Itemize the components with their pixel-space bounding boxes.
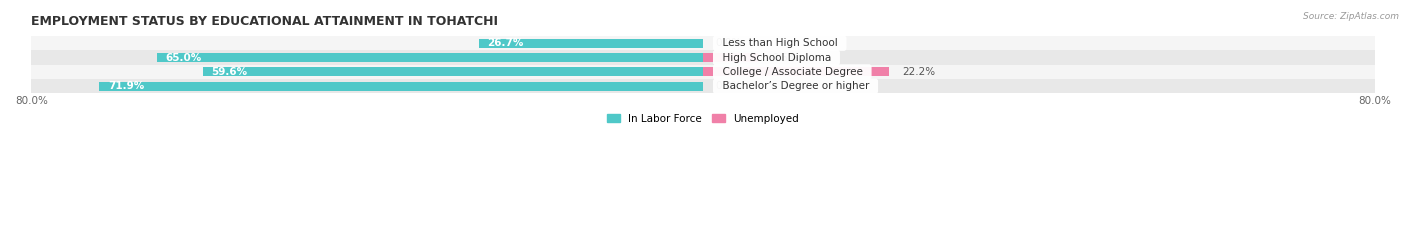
Text: 26.7%: 26.7%: [488, 38, 523, 48]
Bar: [703, 53, 758, 62]
Bar: [703, 67, 890, 76]
Text: 65.0%: 65.0%: [166, 53, 202, 63]
Bar: [31, 36, 1375, 50]
Legend: In Labor Force, Unemployed: In Labor Force, Unemployed: [607, 114, 799, 123]
Bar: [479, 39, 703, 48]
Bar: [31, 50, 1375, 65]
Text: EMPLOYMENT STATUS BY EDUCATIONAL ATTAINMENT IN TOHATCHI: EMPLOYMENT STATUS BY EDUCATIONAL ATTAINM…: [31, 15, 499, 28]
Text: Less than High School: Less than High School: [716, 38, 844, 48]
Text: 6.6%: 6.6%: [770, 53, 797, 63]
Bar: [100, 82, 703, 91]
Text: 71.9%: 71.9%: [108, 81, 143, 91]
Bar: [31, 65, 1375, 79]
Bar: [31, 79, 1375, 93]
Text: High School Diploma: High School Diploma: [716, 53, 838, 63]
Text: 59.6%: 59.6%: [211, 67, 247, 77]
Text: 0.0%: 0.0%: [716, 38, 742, 48]
Bar: [202, 67, 703, 76]
Text: College / Associate Degree: College / Associate Degree: [716, 67, 869, 77]
Text: 0.0%: 0.0%: [716, 81, 742, 91]
Text: 22.2%: 22.2%: [903, 67, 935, 77]
Text: Source: ZipAtlas.com: Source: ZipAtlas.com: [1303, 12, 1399, 21]
Bar: [157, 53, 703, 62]
Text: Bachelor’s Degree or higher: Bachelor’s Degree or higher: [716, 81, 876, 91]
